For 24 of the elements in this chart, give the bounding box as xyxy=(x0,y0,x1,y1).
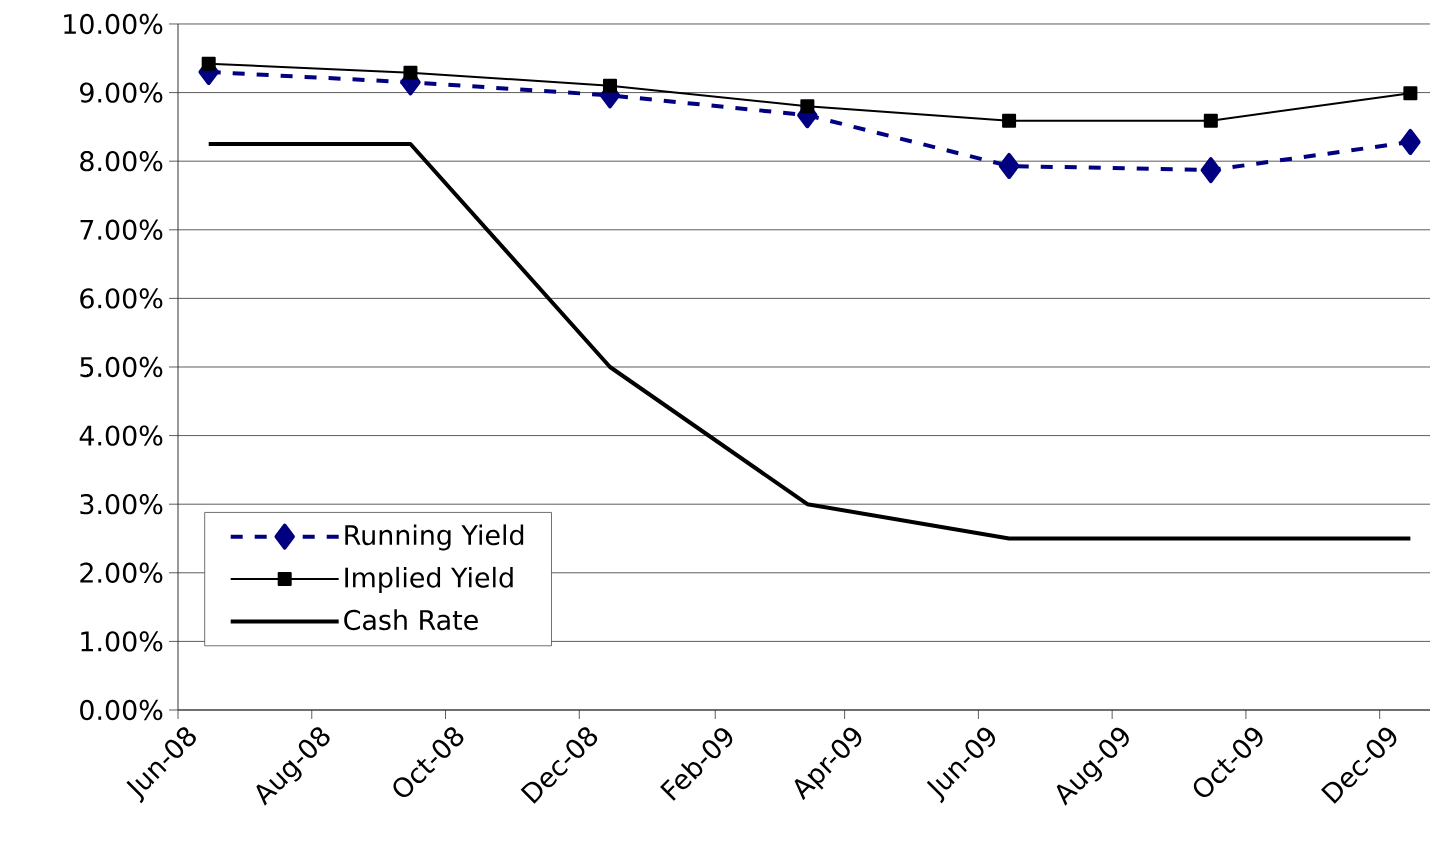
y-tick-label: 10.00% xyxy=(64,13,163,35)
y-tick-label: 4.00% xyxy=(79,425,163,446)
point xyxy=(1200,157,1222,184)
y-tick-label: 7.00% xyxy=(80,219,163,240)
y-tick-label: 2.00% xyxy=(80,562,163,583)
legend-label: Implied Yield xyxy=(345,566,513,593)
y-tick-label: 0.00% xyxy=(80,699,163,721)
point xyxy=(1400,128,1421,155)
legend-label: Running Yield xyxy=(345,524,524,551)
legend-label: Cash Rate xyxy=(344,609,478,631)
point xyxy=(602,78,617,93)
point xyxy=(1203,113,1218,128)
point xyxy=(1002,113,1017,128)
y-tick-label: 1.00% xyxy=(81,631,163,652)
y-tick-label: 3.00% xyxy=(80,494,163,515)
y-tick-label: 6.00% xyxy=(80,288,163,309)
point xyxy=(201,56,216,71)
y-tick-label: 9.00% xyxy=(80,82,163,103)
point xyxy=(998,152,1020,179)
point xyxy=(403,65,418,80)
y-tick-label: 8.00% xyxy=(80,151,163,172)
point xyxy=(800,99,815,114)
point xyxy=(1403,86,1418,101)
y-tick-label: 5.00% xyxy=(80,356,163,378)
